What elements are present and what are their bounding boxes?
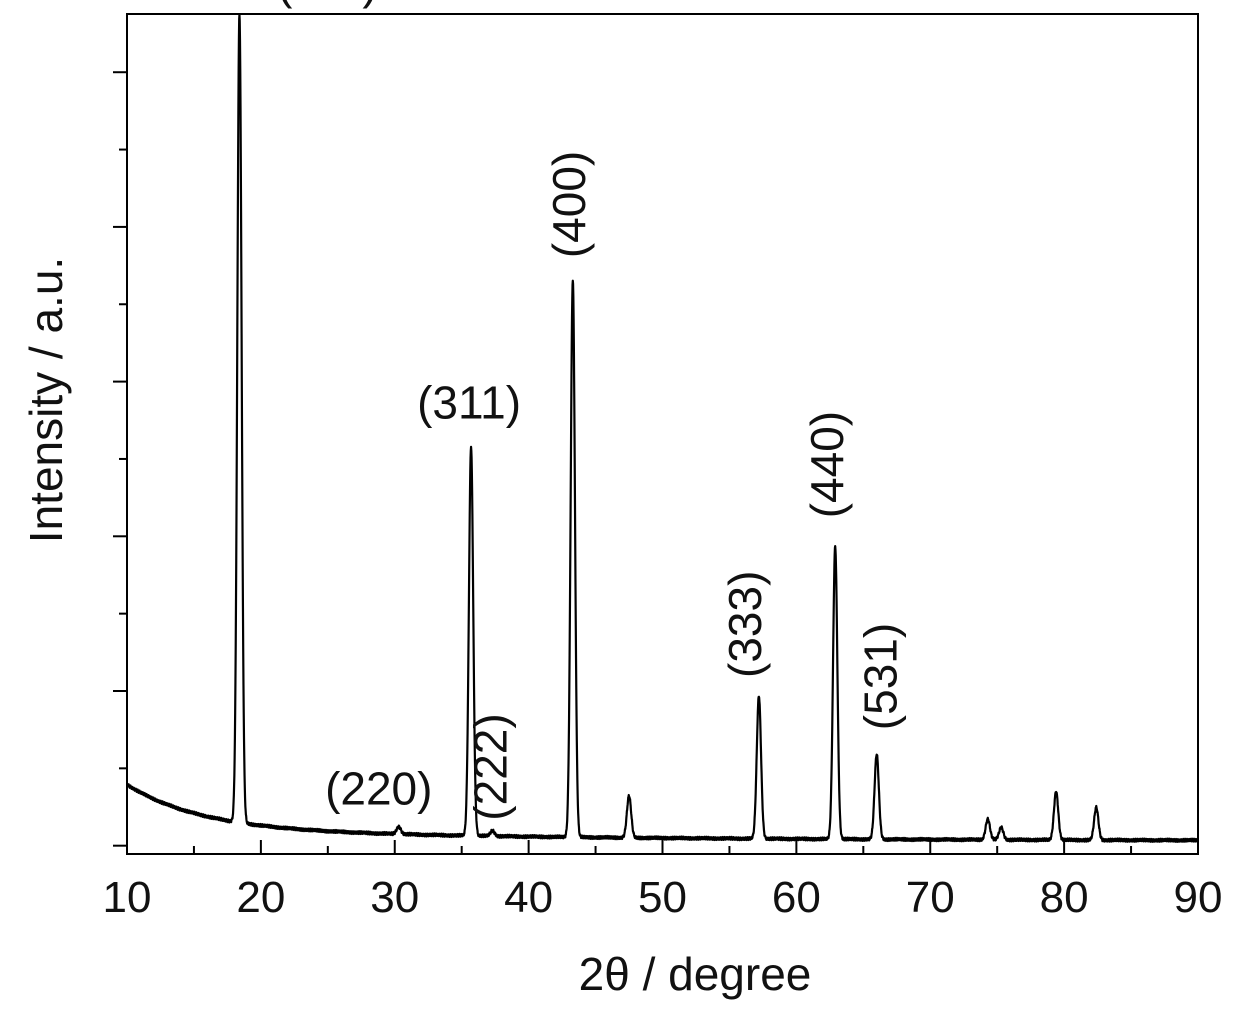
y-ticks bbox=[113, 71, 127, 847]
peak-labels: (111) (220) (311) (222) (400) (333) (440) (531) bbox=[277, 0, 907, 821]
x-tick-label: 60 bbox=[772, 873, 821, 922]
peak-label: (440) bbox=[801, 411, 853, 518]
peak-label: (400) bbox=[543, 151, 595, 258]
y-axis-title: Intensity / a.u. bbox=[20, 257, 72, 543]
x-tick-label: 10 bbox=[103, 873, 152, 922]
x-ticks: 10 20 30 40 50 60 70 80 90 bbox=[103, 840, 1223, 922]
xrd-pattern-line bbox=[126, 13, 1200, 844]
x-tick-label: 90 bbox=[1174, 873, 1223, 922]
plot-border bbox=[126, 13, 1199, 855]
peak-label: (222) bbox=[464, 713, 516, 820]
x-tick-label: 50 bbox=[638, 873, 687, 922]
peak-label: (531) bbox=[855, 623, 907, 730]
x-tick-label: 30 bbox=[370, 873, 419, 922]
x-tick-label: 80 bbox=[1040, 873, 1089, 922]
x-tick-label: 40 bbox=[504, 873, 553, 922]
x-tick-label: 70 bbox=[906, 873, 955, 922]
x-axis-title: 2θ / degree bbox=[579, 948, 812, 1000]
peak-label: (333) bbox=[719, 571, 771, 678]
peak-label: (311) bbox=[417, 376, 521, 428]
plot-frame bbox=[126, 13, 1199, 855]
x-tick-label: 20 bbox=[236, 873, 285, 922]
series-layer bbox=[126, 13, 1200, 844]
peak-label: (111) bbox=[277, 0, 378, 9]
peak-label: (220) bbox=[325, 763, 432, 815]
